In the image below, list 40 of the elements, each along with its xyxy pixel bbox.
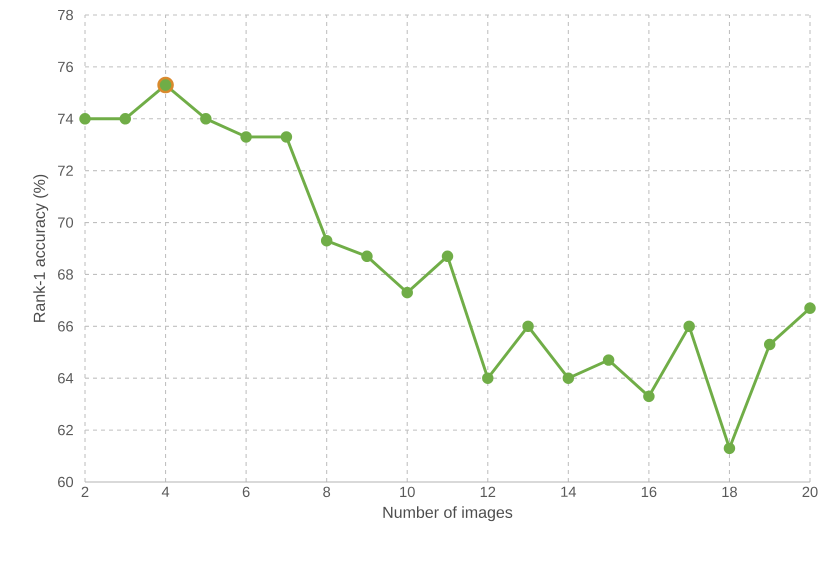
x-tick-label: 8 — [323, 486, 330, 498]
point — [442, 250, 454, 262]
point — [79, 113, 91, 125]
point — [683, 320, 695, 332]
point — [602, 354, 614, 366]
point — [764, 338, 776, 350]
y-tick-label: 64 — [58, 373, 74, 384]
y-tick-label: 74 — [58, 114, 74, 124]
x-tick-label: 4 — [162, 486, 170, 497]
point — [724, 442, 736, 454]
y-tick-label: 60 — [58, 476, 74, 488]
y-tick-label: 66 — [58, 321, 73, 332]
y-tick-label: 72 — [58, 166, 73, 176]
x-tick-label: 20 — [802, 486, 818, 498]
point — [280, 131, 292, 143]
point — [804, 302, 816, 314]
point — [240, 131, 252, 143]
point — [200, 113, 212, 125]
x-tick-label: 2 — [82, 486, 88, 497]
x-tick-label: 10 — [400, 486, 415, 498]
x-tick-label: 12 — [480, 486, 496, 497]
y-tick-label: 76 — [58, 62, 73, 72]
y-tick-label: 62 — [58, 424, 73, 436]
y-tick-label: 68 — [58, 269, 73, 280]
point — [522, 320, 534, 332]
point — [401, 286, 413, 298]
point — [482, 372, 494, 384]
point — [361, 250, 373, 262]
x-tick-label: 16 — [642, 486, 656, 498]
point — [320, 234, 332, 246]
y-axis-title: Rank-1 accuracy (%) — [33, 174, 48, 322]
x-tick-label: 18 — [722, 486, 737, 498]
y-tick-label: 70 — [58, 217, 74, 228]
point — [643, 390, 655, 402]
y-tick-label: 78 — [58, 10, 73, 20]
point — [562, 372, 574, 384]
x-axis-title: Number of images — [383, 506, 512, 522]
point — [120, 113, 132, 125]
x-tick-label: 14 — [561, 486, 576, 497]
x-tick-label: 6 — [242, 486, 250, 498]
